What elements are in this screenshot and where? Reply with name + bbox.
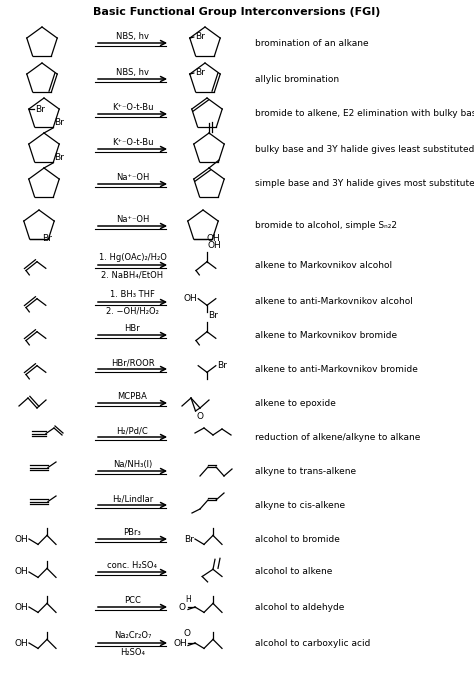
- Text: allylic bromination: allylic bromination: [255, 74, 339, 84]
- Text: Br: Br: [208, 310, 218, 320]
- Text: OH: OH: [14, 603, 28, 612]
- Text: PCC: PCC: [124, 596, 141, 605]
- Text: OH: OH: [14, 639, 28, 647]
- Text: OH: OH: [14, 535, 28, 543]
- Text: Br: Br: [195, 32, 205, 40]
- Text: Na⁺⁻OH: Na⁺⁻OH: [116, 215, 149, 224]
- Text: Br: Br: [217, 361, 227, 370]
- Text: 1. Hg(OAc)₂/H₂O: 1. Hg(OAc)₂/H₂O: [99, 253, 166, 262]
- Text: alcohol to carboxylic acid: alcohol to carboxylic acid: [255, 639, 370, 647]
- Text: conc. H₂SO₄: conc. H₂SO₄: [108, 561, 157, 570]
- Text: Basic Functional Group Interconversions (FGI): Basic Functional Group Interconversions …: [93, 7, 381, 17]
- Text: alkyne to trans-alkene: alkyne to trans-alkene: [255, 466, 356, 475]
- Text: Br: Br: [54, 118, 64, 127]
- Text: O: O: [179, 603, 186, 612]
- Text: simple base and 3Y halide gives most substituted alkene: simple base and 3Y halide gives most sub…: [255, 180, 474, 188]
- Text: alkene to epoxide: alkene to epoxide: [255, 398, 336, 408]
- Text: bromide to alkene, E2 elimination with bulky base: bromide to alkene, E2 elimination with b…: [255, 109, 474, 119]
- Text: Br: Br: [35, 105, 45, 113]
- Text: NBS, hv: NBS, hv: [116, 68, 149, 77]
- Text: Br: Br: [54, 153, 64, 162]
- Text: alcohol to aldehyde: alcohol to aldehyde: [255, 603, 345, 612]
- Text: NBS, hv: NBS, hv: [116, 32, 149, 41]
- Text: alkene to Markovnikov bromide: alkene to Markovnikov bromide: [255, 331, 397, 340]
- Text: Br: Br: [184, 535, 194, 543]
- Text: OH: OH: [208, 241, 222, 250]
- Text: 1. BH₃ THF: 1. BH₃ THF: [110, 290, 155, 299]
- Text: Na₂Cr₂O₇: Na₂Cr₂O₇: [114, 631, 151, 640]
- Text: Na⁺⁻OH: Na⁺⁻OH: [116, 173, 149, 182]
- Text: K⁺⁻O-t-Bu: K⁺⁻O-t-Bu: [112, 103, 153, 112]
- Text: alkene to Markovnikov alcohol: alkene to Markovnikov alcohol: [255, 261, 392, 269]
- Text: 2. −OH/H₂O₂: 2. −OH/H₂O₂: [106, 307, 159, 316]
- Text: H₂SO₄: H₂SO₄: [120, 648, 145, 657]
- Text: OH: OH: [183, 294, 197, 303]
- Text: K⁺⁻O-t-Bu: K⁺⁻O-t-Bu: [112, 138, 153, 147]
- Text: alkyne to cis-alkene: alkyne to cis-alkene: [255, 500, 345, 510]
- Text: alcohol to bromide: alcohol to bromide: [255, 535, 340, 543]
- Text: O: O: [197, 412, 203, 421]
- Text: H₂/Pd/C: H₂/Pd/C: [117, 426, 148, 435]
- Text: alkene to anti-Markovnikov bromide: alkene to anti-Markovnikov bromide: [255, 364, 418, 373]
- Text: H: H: [185, 595, 191, 604]
- Text: 2. NaBH₄/EtOH: 2. NaBH₄/EtOH: [101, 270, 164, 279]
- Text: OH: OH: [207, 234, 220, 244]
- Text: Br: Br: [195, 68, 205, 76]
- Text: PBr₃: PBr₃: [124, 528, 141, 537]
- Text: bromide to alcohol, simple Sₙ₂2: bromide to alcohol, simple Sₙ₂2: [255, 221, 397, 230]
- Text: OH: OH: [14, 568, 28, 576]
- Text: Na/NH₃(l): Na/NH₃(l): [113, 460, 152, 469]
- Text: reduction of alkene/alkyne to alkane: reduction of alkene/alkyne to alkane: [255, 433, 420, 441]
- Text: bulky base and 3Y halide gives least substituted alkene: bulky base and 3Y halide gives least sub…: [255, 144, 474, 153]
- Text: MCPBA: MCPBA: [118, 392, 147, 401]
- Text: OH: OH: [173, 639, 187, 649]
- Text: HBr/ROOR: HBr/ROOR: [111, 358, 155, 367]
- Text: O: O: [183, 629, 191, 638]
- Text: alkene to anti-Markovnikov alcohol: alkene to anti-Markovnikov alcohol: [255, 298, 413, 306]
- Text: HBr: HBr: [125, 324, 140, 333]
- Text: H₂/Lindlar: H₂/Lindlar: [112, 494, 153, 503]
- Text: alcohol to alkene: alcohol to alkene: [255, 568, 332, 576]
- Text: Br: Br: [43, 234, 53, 244]
- Text: bromination of an alkane: bromination of an alkane: [255, 38, 369, 47]
